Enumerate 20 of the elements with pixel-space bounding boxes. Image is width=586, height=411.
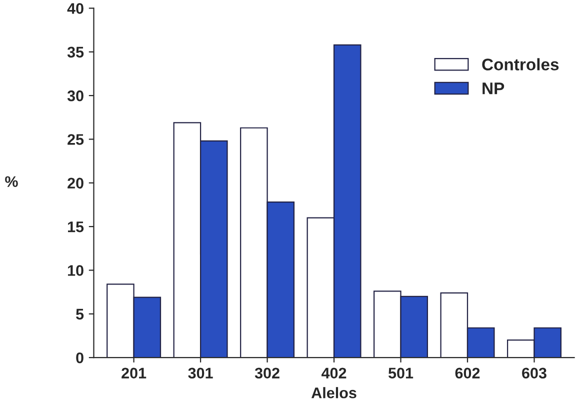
y-tick-label: 25 <box>68 134 84 145</box>
y-tick-label: 0 <box>76 352 84 364</box>
legend-label: NP <box>482 82 504 94</box>
y-axis-title: % <box>5 176 18 187</box>
x-tick-label: 301 <box>188 368 213 379</box>
y-tick-label: 15 <box>68 222 84 232</box>
x-tick-label: 402 <box>322 368 346 379</box>
y-tick-label: 20 <box>68 178 84 189</box>
legend-label: Controles <box>482 58 559 70</box>
y-tick-label: 40 <box>67 3 84 14</box>
y-tick-label: 5 <box>76 308 84 320</box>
x-tick-label: 302 <box>254 368 280 379</box>
x-tick-label: 201 <box>122 368 146 379</box>
x-tick-label: 602 <box>455 368 480 379</box>
x-tick-label: 501 <box>388 368 414 379</box>
y-tick-label: 35 <box>67 46 84 58</box>
y-tick-label: 30 <box>67 90 84 102</box>
x-tick-label: 603 <box>522 368 546 379</box>
y-tick-label: 10 <box>68 265 84 276</box>
x-axis-title: Alelos <box>311 387 356 398</box>
